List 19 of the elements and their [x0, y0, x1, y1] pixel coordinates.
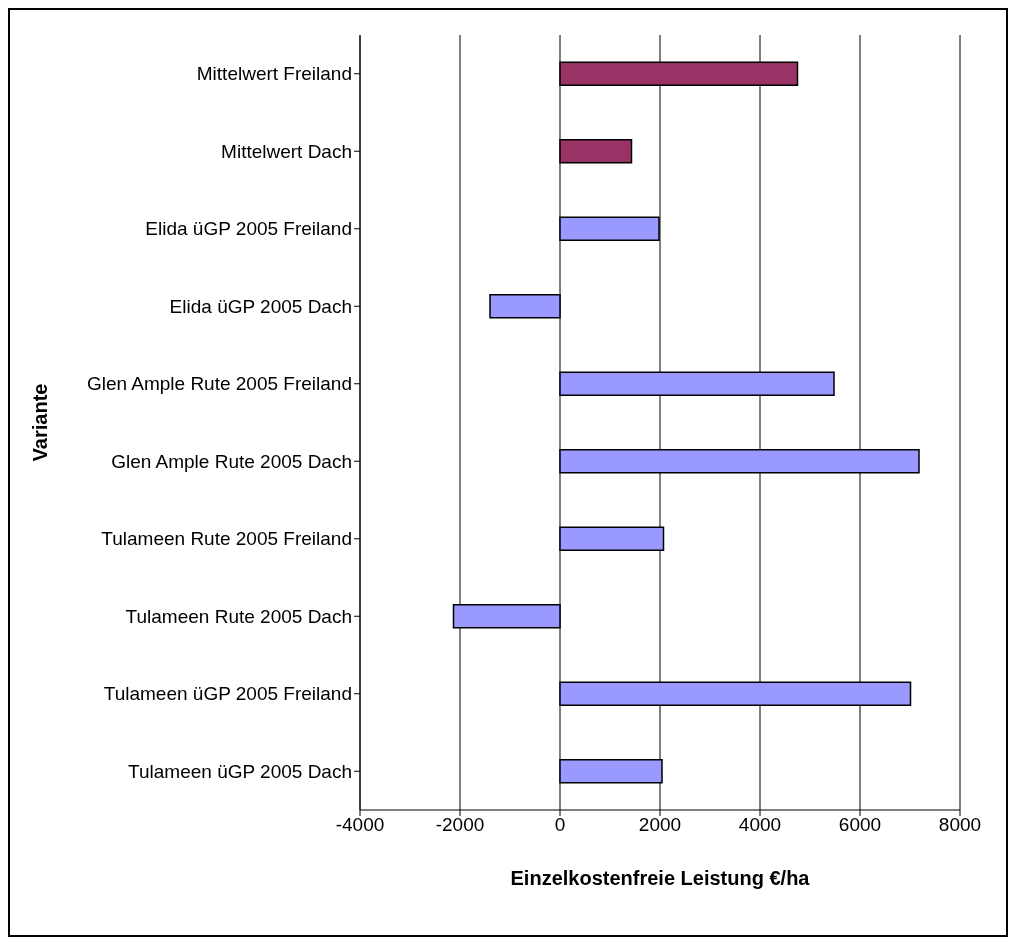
y-tick-label: Elida üGP 2005 Freiland [145, 218, 352, 240]
x-tick-label: 0 [554, 814, 566, 836]
y-tick-label: Mittelwert Dach [221, 140, 352, 162]
x-tick-label: 8000 [938, 814, 982, 836]
y-tick-label: Tulameen Rute 2005 Dach [125, 605, 352, 627]
y-tick-label: Glen Ample Rute 2005 Freiland [86, 373, 352, 395]
x-tick-label: 2000 [638, 814, 682, 836]
y-tick-label: Glen Ample Rute 2005 Dach [111, 450, 352, 472]
x-tick-label: -4000 [335, 814, 385, 836]
y-tick-label: Elida üGP 2005 Dach [169, 295, 352, 317]
x-tick-label: 6000 [838, 814, 882, 836]
y-tick-label: Tulameen üGP 2005 Freiland [103, 683, 352, 705]
x-tick-label: 4000 [738, 814, 782, 836]
y-axis-title: Variante [29, 383, 52, 462]
y-tick-label: Tulameen üGP 2005 Dach [128, 760, 352, 782]
y-tick-label: Tulameen Rute 2005 Freiland [101, 528, 352, 550]
y-tick-label: Mittelwert Freiland [196, 63, 352, 85]
x-tick-label: -2000 [435, 814, 485, 836]
x-axis-title: Einzelkostenfreie Leistung €/ha [510, 867, 811, 889]
